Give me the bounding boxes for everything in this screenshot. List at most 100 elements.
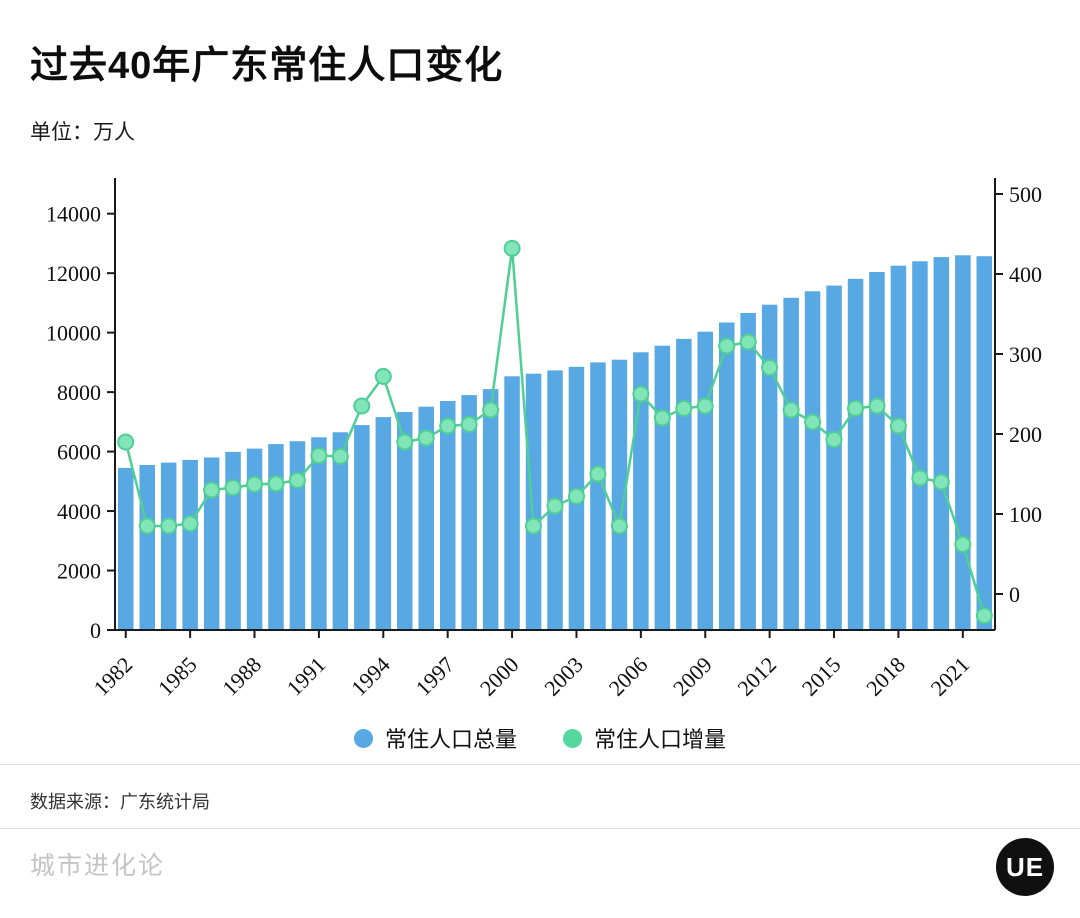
left-tick-label: 8000 — [57, 380, 101, 405]
bar-2013 — [783, 297, 799, 630]
x-tick-label: 2003 — [539, 652, 588, 701]
marker-2009 — [696, 397, 714, 415]
bar-1992 — [332, 432, 349, 631]
marker-1999 — [482, 401, 500, 419]
bar-2011 — [740, 313, 756, 630]
legend-dot-total-icon — [353, 728, 373, 748]
marker-1997 — [439, 417, 457, 435]
marker-2019 — [911, 469, 929, 487]
marker-2011 — [739, 333, 757, 351]
marker-2014 — [804, 413, 822, 431]
legend-item-total: 常住人口总量 — [353, 722, 517, 754]
footer-brand: 城市进化论 — [30, 852, 166, 880]
x-tick-label: 2000 — [475, 652, 524, 701]
marker-2002 — [546, 497, 564, 515]
right-tick-label: 100 — [1009, 502, 1042, 527]
marker-2010 — [718, 337, 736, 355]
x-tick-label: 1994 — [346, 652, 395, 701]
bar-2016 — [847, 278, 864, 630]
bar-1989 — [268, 444, 284, 630]
marker-2012 — [761, 359, 779, 377]
source-label: 数据来源：广东统计局 — [30, 792, 210, 812]
marker-2018 — [889, 417, 907, 435]
marker-2001 — [525, 517, 542, 535]
x-tick-label: 2015 — [797, 652, 846, 701]
marker-1991 — [310, 447, 328, 465]
marker-1994 — [374, 367, 392, 385]
left-tick-label: 10000 — [46, 321, 101, 346]
population-chart: 0 2000 4000 6000 8000 10000 12000 14000 0 100 200 3… — [46, 178, 1042, 701]
left-tick-label: 4000 — [57, 499, 101, 524]
legend-item-increase: 常住人口增量 — [563, 722, 726, 754]
marker-2007 — [653, 409, 671, 427]
bar-2014 — [804, 291, 821, 630]
ue-logo: UE — [996, 838, 1054, 896]
bar-1998 — [461, 395, 477, 630]
marker-1993 — [353, 397, 371, 415]
bar-2005 — [611, 359, 628, 630]
marker-1995 — [396, 433, 414, 451]
marker-1996 — [417, 429, 435, 447]
left-tick-label: 14000 — [46, 202, 101, 227]
marker-1982 — [117, 433, 135, 451]
ue-logo-text: UE — [1005, 852, 1045, 882]
bar-1984 — [160, 462, 177, 630]
x-tick-label: 1982 — [88, 652, 137, 701]
bar-1997 — [440, 401, 456, 630]
chart-title: 过去40年广东常住人口变化 — [30, 45, 504, 87]
marker-1983 — [138, 517, 156, 535]
bar-1985 — [182, 459, 198, 630]
left-tick-label: 12000 — [46, 261, 101, 286]
bar-2012 — [761, 304, 778, 630]
right-tick-label: 300 — [1009, 342, 1042, 367]
divider-bottom — [0, 828, 1080, 829]
x-tick-label: 2018 — [861, 652, 910, 701]
bar-2010 — [719, 322, 735, 630]
marker-2021 — [954, 535, 972, 553]
bar-1986 — [203, 457, 220, 630]
marker-2013 — [782, 401, 800, 419]
bar-2019 — [912, 261, 928, 630]
bar-1994 — [375, 417, 392, 630]
bar-2017 — [869, 272, 885, 630]
left-tick-label: 6000 — [57, 440, 101, 465]
marker-2022 — [975, 607, 993, 625]
marker-1990 — [288, 471, 306, 489]
marker-1987 — [224, 479, 242, 497]
bar-1988 — [246, 448, 263, 630]
bar-1991 — [311, 437, 327, 630]
marker-1985 — [181, 515, 199, 533]
marker-1988 — [246, 475, 263, 493]
legend: 常住人口总量 常住人口增量 — [0, 722, 1080, 754]
bar-2015 — [826, 285, 842, 630]
marker-1984 — [160, 517, 178, 535]
x-tick-label: 1991 — [282, 652, 331, 701]
right-tick-label: 500 — [1009, 182, 1042, 207]
bar-2018 — [890, 265, 907, 630]
x-tick-label: 2006 — [604, 652, 653, 701]
x-tick-label: 2021 — [926, 652, 975, 701]
bar-1993 — [354, 425, 370, 630]
bar-1987 — [225, 451, 241, 630]
x-tick-label: 1988 — [217, 652, 266, 701]
x-tick-label: 1997 — [410, 652, 459, 701]
bar-1983 — [139, 465, 155, 630]
legend-label-increase: 常住人口增量 — [594, 727, 727, 752]
bar-1982 — [118, 467, 134, 630]
bar-2009 — [697, 331, 713, 630]
legend-label-total: 常住人口总量 — [384, 727, 517, 752]
x-tick-label: 2009 — [668, 652, 717, 701]
bar-1996 — [418, 406, 434, 630]
marker-2016 — [847, 399, 864, 417]
chart-canvas: 0200040006000800010000120001400001002003… — [46, 178, 1042, 701]
marker-2005 — [610, 517, 628, 535]
marker-1992 — [331, 447, 349, 465]
right-tick-label: 200 — [1009, 422, 1042, 447]
bar-2021 — [955, 255, 971, 631]
bar-2007 — [654, 345, 671, 630]
right-tick-label: 0 — [1009, 582, 1020, 607]
unit-label: 单位：万人 — [30, 121, 135, 144]
bar-2008 — [676, 338, 692, 630]
right-tick-label: 400 — [1009, 262, 1042, 287]
